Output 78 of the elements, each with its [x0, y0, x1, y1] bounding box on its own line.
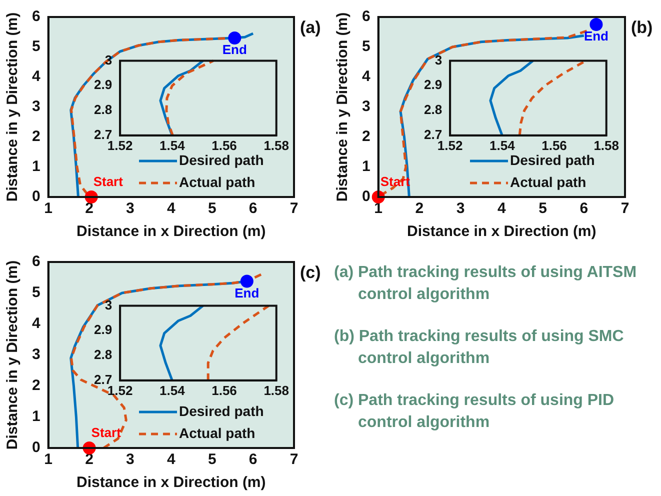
- x-tick-label: 7: [290, 451, 298, 468]
- y-tick-label: 5: [32, 284, 40, 302]
- y-tick-label: 2.8: [424, 102, 442, 118]
- y-tick-label: 4: [32, 315, 41, 332]
- y-tick-label: 5: [362, 38, 370, 56]
- y-tick-label: 3: [434, 52, 442, 68]
- x-tick-label: 1: [44, 200, 53, 218]
- annotation: Start: [91, 425, 122, 440]
- x-tick-label: 5: [208, 451, 216, 468]
- y-axis-title: Distance in y Direction (m): [4, 260, 22, 450]
- y-tick-label: 5: [32, 38, 40, 56]
- chart-title: (c): [300, 263, 321, 282]
- x-tick-label: 1: [374, 200, 383, 218]
- x-tick-label: 1.54: [490, 138, 516, 153]
- text: (a) Path tracking results of using AITSM control algorithm: [334, 263, 638, 305]
- y-tick-label: 2.8: [94, 347, 112, 362]
- x-tick-label: 1.56: [212, 382, 237, 398]
- y-tick-label: 1: [32, 158, 40, 176]
- y-tick-label: 3: [32, 346, 40, 364]
- annotation: End: [222, 42, 247, 58]
- x-tick-label: 3: [126, 200, 134, 218]
- y-axis-title: Distance in y Direction (m): [334, 12, 352, 202]
- y-tick-label: 1: [32, 408, 40, 426]
- legend-label: Desired path: [179, 152, 264, 168]
- y-tick-label: 2.9: [424, 77, 442, 92]
- y-tick-label: 3: [362, 98, 370, 116]
- y-tick-label: 0: [32, 188, 40, 206]
- y-tick-label: 2.9: [94, 77, 112, 92]
- legend-label: Actual path: [510, 174, 586, 190]
- x-tick-label: 3: [456, 200, 465, 218]
- x-tick-label: 7: [620, 200, 630, 218]
- annotation: End: [584, 28, 609, 44]
- x-tick-label: 1.54: [160, 138, 186, 153]
- x-tick-label: 4: [167, 451, 176, 468]
- x-tick-label: 5: [538, 200, 547, 218]
- x-tick-label: 1.56: [212, 138, 237, 153]
- x-tick-label: 6: [580, 200, 588, 218]
- y-tick-label: 3: [104, 297, 112, 312]
- x-axis-title: Distance in x Direction (m): [76, 223, 266, 240]
- x-tick-label: 4: [167, 200, 176, 218]
- chart-title: (a): [300, 18, 321, 38]
- y-tick-label: 4: [362, 68, 371, 86]
- y-tick-label: 6: [32, 8, 40, 26]
- x-tick-label: 6: [248, 451, 258, 468]
- y-tick-label: 2.8: [94, 102, 112, 118]
- legend-label: Actual path: [179, 424, 256, 441]
- line-series: [206, 304, 270, 382]
- legend-label: Actual path: [179, 174, 256, 190]
- y-tick-label: 0: [32, 439, 40, 456]
- text: (b) Path tracking results of using SMC control algorithm: [334, 327, 625, 369]
- legend-label: Desired path: [179, 402, 264, 419]
- y-tick-label: 4: [32, 68, 41, 86]
- x-tick-label: 7: [290, 200, 298, 218]
- x-tick-label: 3: [126, 451, 134, 468]
- x-tick-label: 5: [208, 200, 216, 218]
- y-tick-label: 6: [32, 253, 40, 270]
- x-tick-label: 1.58: [594, 138, 620, 153]
- y-tick-label: 1: [362, 158, 370, 176]
- x-tick-label: 1.58: [264, 382, 290, 398]
- x-tick-label: 4: [498, 200, 506, 218]
- x-tick-label: 1: [44, 451, 53, 468]
- y-tick-label: 3: [32, 98, 40, 116]
- y-tick-label: 0: [362, 188, 370, 206]
- annotation: Start: [93, 174, 124, 190]
- annotation: End: [234, 285, 260, 300]
- x-tick-label: 1.56: [542, 138, 567, 153]
- y-tick-label: 2.9: [94, 322, 112, 338]
- x-axis-title: Distance in x Direction (m): [76, 474, 266, 492]
- y-tick-label: 6: [362, 8, 370, 26]
- x-tick-label: 1.54: [160, 382, 186, 398]
- chart-title: (b): [631, 18, 653, 38]
- text: (c) Path tracking results of using PID control algorithm: [334, 391, 616, 433]
- x-tick-label: 6: [248, 200, 258, 218]
- x-tick-label: 1.58: [264, 138, 290, 153]
- y-axis-title: Distance in y Direction (m): [4, 12, 22, 202]
- x-axis-title: Distance in x Direction (m): [407, 223, 596, 240]
- line-series: [165, 60, 215, 137]
- legend-label: Desired path: [510, 152, 595, 168]
